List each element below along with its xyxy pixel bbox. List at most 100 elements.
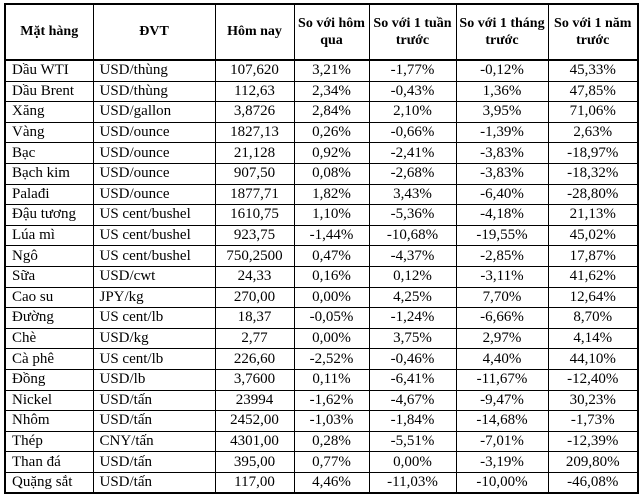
cell-vs-1-week: -6,41% <box>368 368 457 391</box>
cell-vs-1-year: 71,06% <box>547 101 639 123</box>
cell-vs-1-week: -5,51% <box>368 430 457 453</box>
cell-vs-1-month: -3,83% <box>455 142 549 164</box>
table-row: Đậu tương US cent/bushel 1610,75 1,10% -… <box>4 204 639 226</box>
cell-today: 907,50 <box>214 162 295 185</box>
cell-unit: USD/cwt <box>92 265 216 288</box>
cell-vs-1-month: -3,11% <box>455 265 549 288</box>
cell-vs-1-week: -2,41% <box>368 142 457 164</box>
cell-commodity: Chè <box>4 327 94 350</box>
cell-vs-1-month: 7,70% <box>455 286 549 309</box>
cell-vs-yesterday: 2,34% <box>293 80 370 103</box>
cell-today: 1610,75 <box>214 204 295 226</box>
cell-vs-1-year: -46,08% <box>547 471 639 494</box>
cell-vs-1-month: -6,40% <box>455 183 549 206</box>
cell-vs-yesterday: 0,16% <box>293 265 370 288</box>
cell-vs-yesterday: 0,92% <box>293 142 370 164</box>
cell-vs-1-week: 0,00% <box>368 451 457 473</box>
table-row: Dầu Brent USD/thùng 112,63 2,34% -0,43% … <box>4 80 639 103</box>
cell-commodity: Đậu tương <box>4 204 94 226</box>
cell-vs-1-year: 47,85% <box>547 80 639 103</box>
cell-vs-1-year: 21,13% <box>547 204 639 226</box>
cell-unit: USD/lb <box>92 368 216 391</box>
cell-unit: USD/kg <box>92 327 216 350</box>
cell-commodity: Vàng <box>4 121 94 144</box>
cell-vs-1-year: -12,40% <box>547 368 639 391</box>
cell-today: 226,60 <box>214 348 295 370</box>
column-header-vs-yesterday: So với hôm qua <box>293 3 370 61</box>
table-row: Quặng sắt USD/tấn 117,00 4,46% -11,03% -… <box>4 471 639 494</box>
cell-commodity: Cao su <box>4 286 94 309</box>
cell-unit: USD/tấn <box>92 389 216 412</box>
cell-today: 4301,00 <box>214 430 295 453</box>
cell-vs-1-month: -4,18% <box>455 204 549 226</box>
table-row: Dầu WTI USD/thùng 107,620 3,21% -1,77% -… <box>4 59 639 82</box>
cell-today: 2,77 <box>214 327 295 350</box>
cell-vs-1-year: 12,64% <box>547 286 639 309</box>
cell-today: 1827,13 <box>214 121 295 144</box>
cell-vs-1-month: 3,95% <box>455 101 549 123</box>
cell-commodity: Nickel <box>4 389 94 412</box>
cell-vs-1-month: 1,36% <box>455 80 549 103</box>
cell-commodity: Đồng <box>4 368 94 391</box>
cell-vs-yesterday: 0,26% <box>293 121 370 144</box>
cell-unit: USD/thùng <box>92 80 216 103</box>
table-row: Palađi USD/ounce 1877,71 1,82% 3,43% -6,… <box>4 183 639 206</box>
cell-vs-1-year: 17,87% <box>547 245 639 267</box>
cell-vs-1-year: -18,97% <box>547 142 639 164</box>
cell-unit: CNY/tấn <box>92 430 216 453</box>
cell-vs-yesterday: -1,62% <box>293 389 370 412</box>
cell-vs-1-month: -7,01% <box>455 430 549 453</box>
table-row: Cao su JPY/kg 270,00 0,00% 4,25% 7,70% 1… <box>4 286 639 309</box>
table-header: Mặt hàng ĐVT Hôm nay So với hôm qua So v… <box>4 3 639 61</box>
cell-commodity: Cà phê <box>4 348 94 370</box>
cell-today: 3,8726 <box>214 101 295 123</box>
table-row: Sữa USD/cwt 24,33 0,16% 0,12% -3,11% 41,… <box>4 265 639 288</box>
table-header-row: Mặt hàng ĐVT Hôm nay So với hôm qua So v… <box>4 3 639 61</box>
cell-vs-1-month: -10,00% <box>455 471 549 494</box>
cell-vs-1-week: 2,10% <box>368 101 457 123</box>
cell-vs-1-week: -0,66% <box>368 121 457 144</box>
cell-unit: USD/ounce <box>92 162 216 185</box>
cell-commodity: Lúa mì <box>4 224 94 247</box>
cell-vs-yesterday: 0,00% <box>293 286 370 309</box>
cell-today: 23994 <box>214 389 295 412</box>
cell-commodity: Nhôm <box>4 410 94 432</box>
column-header-vs-1-week: So với 1 tuần trước <box>368 3 457 61</box>
cell-vs-yesterday: 0,00% <box>293 327 370 350</box>
table-row: Than đá USD/tấn 395,00 0,77% 0,00% -3,19… <box>4 451 639 473</box>
cell-vs-1-year: 30,23% <box>547 389 639 412</box>
cell-today: 923,75 <box>214 224 295 247</box>
cell-today: 112,63 <box>214 80 295 103</box>
cell-vs-1-month: -14,68% <box>455 410 549 432</box>
cell-vs-yesterday: 1,82% <box>293 183 370 206</box>
cell-vs-yesterday: -2,52% <box>293 348 370 370</box>
cell-vs-1-month: -9,47% <box>455 389 549 412</box>
cell-vs-1-month: -19,55% <box>455 224 549 247</box>
cell-vs-1-week: -1,24% <box>368 307 457 329</box>
cell-vs-1-month: -3,83% <box>455 162 549 185</box>
table-body: Dầu WTI USD/thùng 107,620 3,21% -1,77% -… <box>4 59 639 494</box>
cell-today: 750,2500 <box>214 245 295 267</box>
cell-vs-yesterday: 1,10% <box>293 204 370 226</box>
cell-unit: USD/tấn <box>92 410 216 432</box>
cell-vs-1-week: -1,77% <box>368 59 457 82</box>
table-row: Thép CNY/tấn 4301,00 0,28% -5,51% -7,01%… <box>4 430 639 453</box>
cell-commodity: Quặng sắt <box>4 471 94 494</box>
cell-unit: JPY/kg <box>92 286 216 309</box>
cell-commodity: Ngô <box>4 245 94 267</box>
column-header-today: Hôm nay <box>214 3 295 61</box>
cell-today: 117,00 <box>214 471 295 494</box>
cell-vs-1-month: -6,66% <box>455 307 549 329</box>
cell-vs-1-month: -0,12% <box>455 59 549 82</box>
cell-vs-1-year: -1,73% <box>547 410 639 432</box>
cell-vs-yesterday: -0,05% <box>293 307 370 329</box>
table-row: Cà phê US cent/lb 226,60 -2,52% -0,46% 4… <box>4 348 639 370</box>
cell-vs-1-year: 45,02% <box>547 224 639 247</box>
cell-vs-1-week: 4,25% <box>368 286 457 309</box>
cell-today: 18,37 <box>214 307 295 329</box>
column-header-vs-1-month: So với 1 tháng trước <box>455 3 549 61</box>
cell-unit: US cent/lb <box>92 307 216 329</box>
cell-vs-1-year: -12,39% <box>547 430 639 453</box>
cell-vs-1-week: -0,43% <box>368 80 457 103</box>
